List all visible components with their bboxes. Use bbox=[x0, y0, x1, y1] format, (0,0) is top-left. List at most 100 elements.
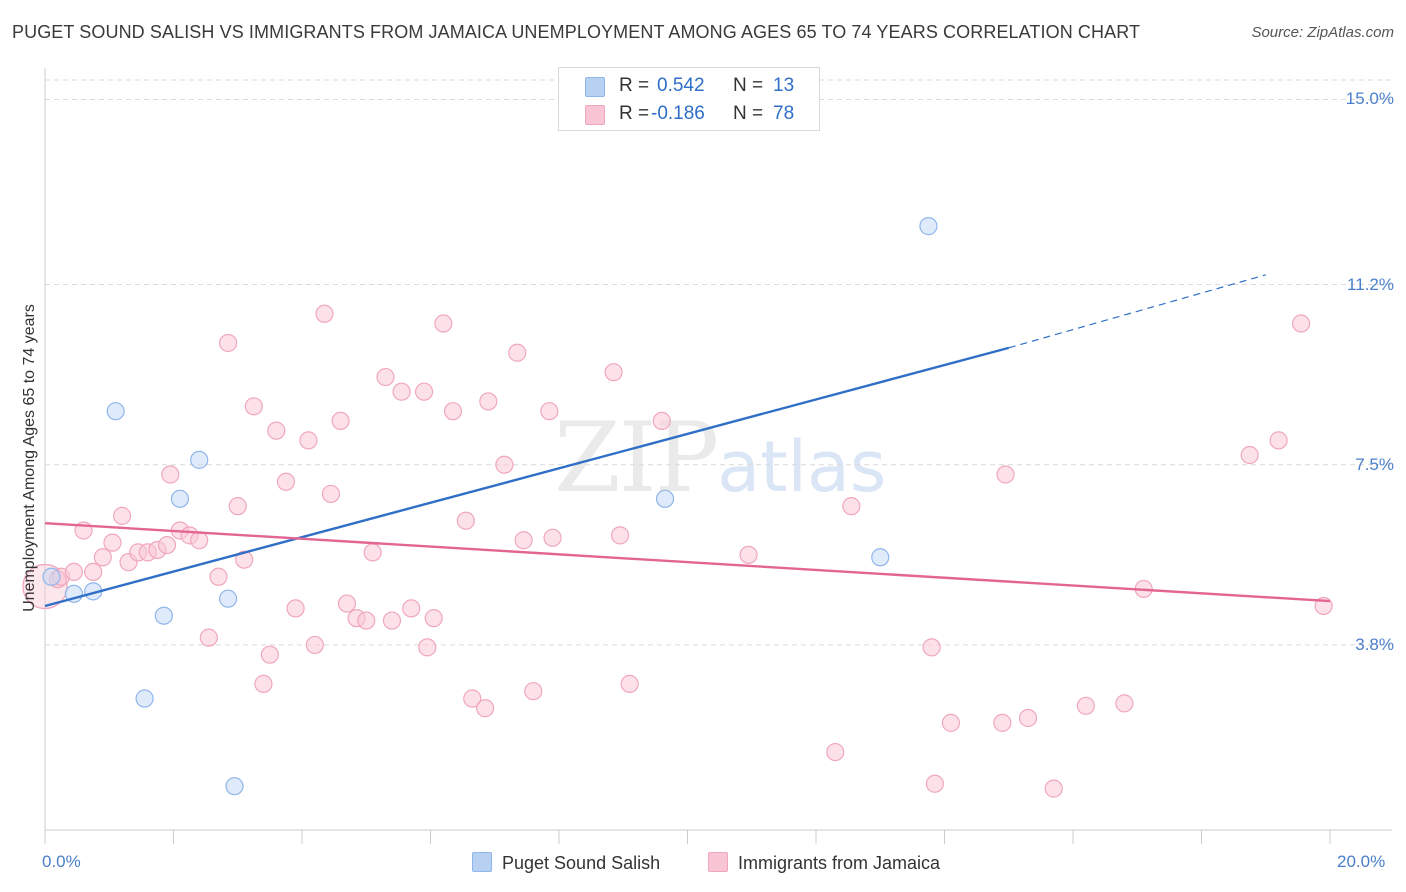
jamaica-point bbox=[84, 562, 103, 581]
jamaica-point bbox=[922, 638, 941, 657]
jamaica-point bbox=[305, 635, 324, 655]
jamaica-point bbox=[157, 535, 177, 555]
jamaica-point bbox=[993, 713, 1012, 732]
salish-point bbox=[919, 217, 938, 236]
jamaica-point bbox=[610, 526, 630, 545]
jamaica-point bbox=[1044, 779, 1063, 798]
jamaica-point bbox=[315, 304, 334, 323]
y-tick-label: 11.2% bbox=[1347, 274, 1394, 294]
jamaica-point bbox=[209, 567, 228, 586]
bottom-legend-swatch-jamaica bbox=[708, 852, 728, 872]
jamaica-point bbox=[321, 484, 341, 504]
jamaica-point bbox=[941, 713, 961, 732]
jamaica-point bbox=[652, 411, 671, 431]
salish-point bbox=[135, 689, 154, 708]
legend-swatch-salish bbox=[585, 77, 605, 97]
watermark-zip: ZIP bbox=[554, 402, 719, 514]
bottom-legend-swatch-salish bbox=[472, 852, 492, 872]
jamaica-point bbox=[267, 421, 286, 440]
jamaica-point bbox=[244, 397, 263, 416]
legend-n-value: 78 bbox=[773, 103, 795, 124]
bottom-legend-jamaica: Immigrants from Jamaica bbox=[708, 852, 940, 874]
legend-r-label: R = bbox=[619, 75, 650, 96]
jamaica-point bbox=[1076, 696, 1095, 715]
jamaica-point bbox=[414, 382, 434, 401]
jamaica-point bbox=[286, 599, 305, 618]
jamaica-point bbox=[235, 550, 254, 569]
jamaica-point bbox=[64, 562, 84, 581]
jamaica-point bbox=[1018, 708, 1038, 728]
jamaica-point bbox=[331, 411, 350, 431]
jamaica-point bbox=[476, 699, 495, 718]
salish-point bbox=[219, 589, 238, 608]
salish-point bbox=[42, 567, 61, 586]
jamaica-point bbox=[540, 402, 559, 421]
legend-r-label: R = bbox=[619, 103, 650, 124]
salish-point bbox=[655, 489, 675, 508]
jamaica-point bbox=[434, 314, 453, 333]
jamaica-point bbox=[424, 609, 443, 628]
bottom-legend-salish: Puget Sound Salish bbox=[472, 852, 660, 874]
salish-point bbox=[871, 548, 890, 567]
salish-point bbox=[154, 606, 173, 625]
x-tick-label-max: 20.0% bbox=[1337, 852, 1386, 871]
salish-trend-extension bbox=[1008, 274, 1266, 349]
y-axis-label: Unemployment Among Ages 65 to 74 years bbox=[21, 304, 38, 612]
jamaica-point bbox=[1269, 431, 1288, 450]
y-tick-label: 15.0% bbox=[1345, 89, 1394, 109]
bottom-legend-label-jamaica: Immigrants from Jamaica bbox=[738, 853, 941, 873]
jamaica-point bbox=[382, 611, 402, 630]
chart-title: PUGET SOUND SALISH VS IMMIGRANTS FROM JA… bbox=[12, 22, 1141, 42]
legend-n-label: N = bbox=[733, 75, 764, 96]
jamaica-point bbox=[93, 548, 112, 567]
jamaica-point bbox=[337, 594, 357, 613]
jamaica-point bbox=[443, 402, 463, 421]
y-tick-label: 7.5% bbox=[1355, 454, 1394, 474]
y-tick-label: 3.8% bbox=[1355, 634, 1394, 654]
jamaica-point bbox=[479, 392, 498, 411]
jamaica-point bbox=[254, 674, 273, 693]
jamaica-point bbox=[363, 543, 382, 562]
legend-swatch-jamaica bbox=[585, 105, 605, 125]
jamaica-point bbox=[276, 472, 296, 491]
jamaica-point bbox=[1291, 314, 1311, 333]
jamaica-point bbox=[219, 333, 238, 353]
jamaica-point bbox=[260, 645, 279, 664]
jamaica-point bbox=[103, 533, 122, 552]
jamaica-point bbox=[1115, 694, 1134, 713]
jamaica-point bbox=[996, 465, 1015, 484]
legend-n-label: N = bbox=[733, 103, 764, 124]
jamaica-point bbox=[1240, 445, 1259, 465]
x-tick-label-min: 0.0% bbox=[42, 852, 81, 871]
salish-point bbox=[190, 450, 209, 469]
jamaica-point bbox=[463, 689, 482, 708]
jamaica-point bbox=[842, 497, 861, 516]
jamaica-point bbox=[495, 455, 514, 474]
salish-point bbox=[106, 402, 125, 421]
jamaica-point bbox=[228, 497, 247, 516]
jamaica-point bbox=[199, 628, 218, 647]
jamaica-point bbox=[514, 531, 533, 550]
jamaica-point bbox=[357, 611, 376, 630]
source-label: Source: ZipAtlas.com bbox=[1251, 24, 1394, 41]
bottom-legend-label-salish: Puget Sound Salish bbox=[502, 853, 661, 873]
jamaica-point bbox=[402, 599, 421, 618]
jamaica-point bbox=[299, 431, 318, 450]
jamaica-point bbox=[456, 511, 475, 530]
stats-legend: R = 0.542 N = 13 R = -0.186 N = 78 bbox=[558, 67, 820, 131]
legend-n-value: 13 bbox=[773, 75, 795, 96]
legend-r-value: 0.542 bbox=[657, 75, 705, 96]
watermark-atlas: atlas bbox=[717, 426, 887, 508]
watermark: ZIPatlas bbox=[554, 402, 886, 514]
jamaica-point bbox=[508, 343, 527, 362]
jamaica-point bbox=[826, 742, 845, 762]
salish-point bbox=[170, 489, 190, 508]
jamaica-point bbox=[604, 363, 623, 382]
jamaica-point bbox=[524, 682, 543, 701]
legend-r-value: -0.186 bbox=[651, 103, 705, 124]
jamaica-point bbox=[112, 506, 132, 525]
jamaica-point bbox=[925, 774, 944, 793]
salish-trend-line bbox=[44, 346, 1010, 608]
jamaica-point bbox=[376, 367, 395, 387]
